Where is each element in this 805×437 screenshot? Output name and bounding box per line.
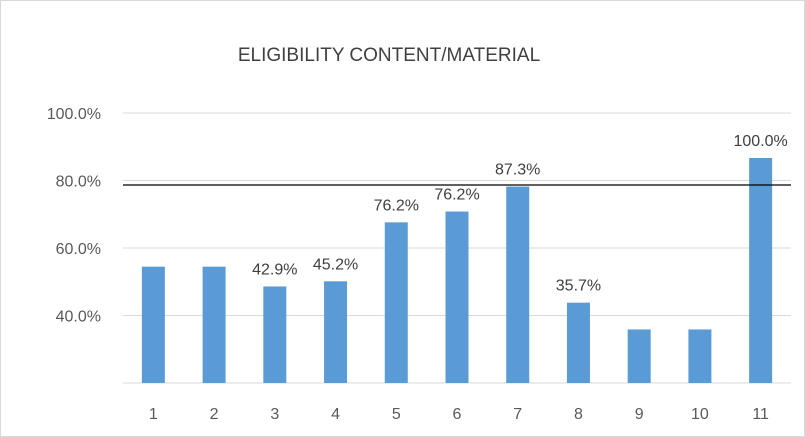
bar <box>141 266 165 383</box>
bar <box>324 281 348 383</box>
x-tick-label: 4 <box>331 406 340 423</box>
bar <box>384 222 408 383</box>
data-label: 87.3% <box>495 162 540 179</box>
chart-title: ELIGIBILITY CONTENT/MATERIAL <box>238 45 540 66</box>
x-tick-label: 11 <box>752 406 769 423</box>
y-tick-label: 100.0% <box>47 106 101 123</box>
y-tick-label: 80.0% <box>56 174 101 191</box>
data-label: 45.2% <box>313 256 358 273</box>
bar <box>688 329 712 383</box>
y-axis-ticks: 40.0% 60.0% 80.0% 100.0% <box>47 106 101 326</box>
data-label: 76.2% <box>434 187 479 204</box>
bar <box>202 266 226 383</box>
data-label: 42.9% <box>252 261 297 278</box>
y-tick-label: 60.0% <box>56 241 101 258</box>
x-tick-label: 1 <box>149 406 158 423</box>
bar <box>627 329 651 383</box>
data-label: 35.7% <box>556 278 601 295</box>
bars <box>141 158 773 383</box>
data-label: 76.2% <box>374 197 419 214</box>
x-tick-label: 5 <box>392 406 401 423</box>
bar <box>506 186 530 383</box>
data-label: 100.0% <box>734 133 788 150</box>
x-tick-label: 9 <box>635 406 644 423</box>
x-tick-label: 8 <box>574 406 583 423</box>
bar <box>749 158 773 383</box>
bar <box>445 211 469 383</box>
y-tick-label: 40.0% <box>56 309 101 326</box>
bar <box>263 286 287 383</box>
x-axis-ticks: 1 2 3 4 5 6 7 8 9 10 11 <box>149 406 769 423</box>
x-tick-label: 7 <box>513 406 522 423</box>
x-tick-label: 6 <box>453 406 462 423</box>
x-tick-label: 3 <box>270 406 279 423</box>
bar <box>566 302 590 383</box>
x-tick-label: 2 <box>210 406 219 423</box>
x-tick-label: 10 <box>691 406 709 423</box>
data-labels: 42.9% 45.2% 76.2% 76.2% 87.3% 35.7% 100.0% <box>252 133 788 295</box>
